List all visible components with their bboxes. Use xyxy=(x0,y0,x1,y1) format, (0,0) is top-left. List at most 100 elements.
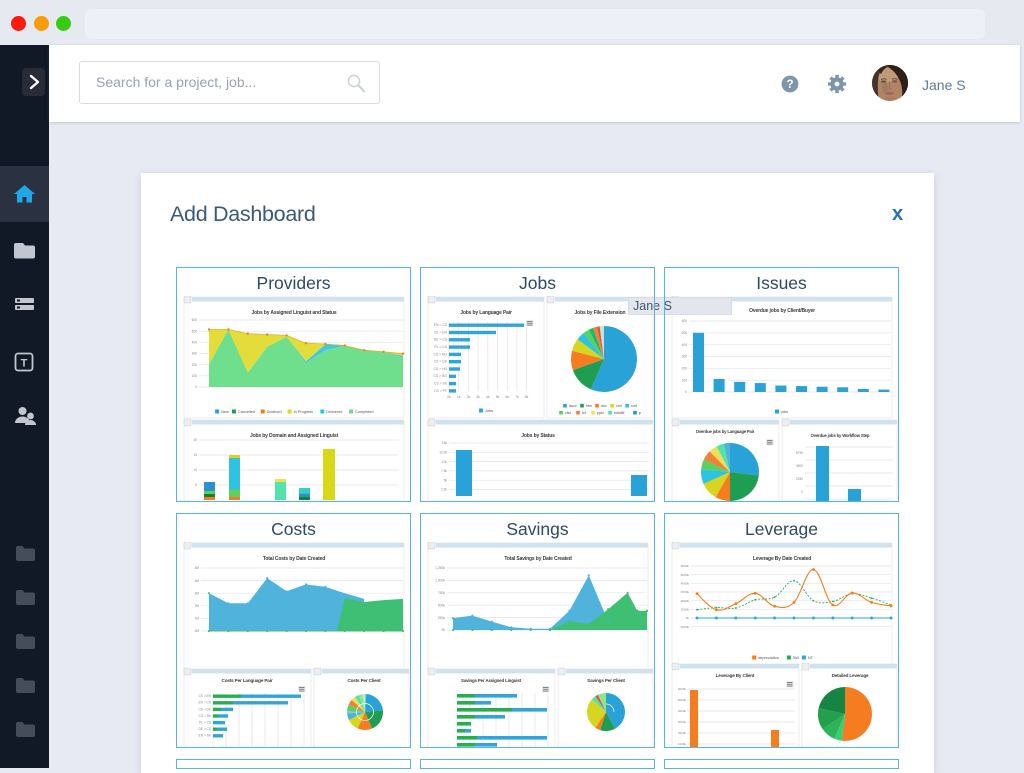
svg-text:CS > SK: CS > SK xyxy=(199,714,212,718)
svg-text:Completed: Completed xyxy=(355,410,373,414)
svg-text:5: 5 xyxy=(195,483,197,487)
svg-text:Overdue jobs by Language Pair: Overdue jobs by Language Pair xyxy=(696,429,755,434)
svg-text:3M: 3M xyxy=(195,591,200,595)
svg-text:-1000k: -1000k xyxy=(680,625,690,629)
svg-text:EN > CS: EN > CS xyxy=(199,701,212,705)
svg-text:4000k: 4000k xyxy=(678,709,687,713)
svg-text:Jobs: Jobs xyxy=(485,409,493,413)
svg-text:CS > RU: CS > RU xyxy=(434,352,448,356)
svg-text:15k: 15k xyxy=(442,441,448,445)
svg-text:xlsx: xlsx xyxy=(565,411,572,415)
svg-text:Cancelled: Cancelled xyxy=(238,410,255,414)
svg-text:Delivered: Delivered xyxy=(326,410,342,414)
svg-text:1M: 1M xyxy=(195,617,200,621)
svg-text:Total Savings by Date Created: Total Savings by Date Created xyxy=(504,556,571,562)
svg-text:New: New xyxy=(221,410,229,414)
svg-text:1,000k: 1,000k xyxy=(435,579,445,583)
svg-text:EN > SK: EN > SK xyxy=(199,734,212,738)
svg-text:htm: htm xyxy=(586,404,592,408)
svg-text:Costs Per Language Pair: Costs Per Language Pair xyxy=(222,678,273,683)
svg-text:10: 10 xyxy=(193,468,197,472)
svg-text:CS > EN: CS > EN xyxy=(434,330,448,334)
svg-text:0k: 0k xyxy=(686,616,690,620)
svg-text:20: 20 xyxy=(193,438,197,442)
svg-text:depreciation: depreciation xyxy=(758,656,779,660)
svg-text:4500: 4500 xyxy=(796,464,803,468)
svg-text:5000k: 5000k xyxy=(681,573,690,577)
svg-text:docx: docx xyxy=(569,404,577,408)
svg-text:500: 500 xyxy=(682,331,688,335)
svg-text:4000k: 4000k xyxy=(681,582,690,586)
svg-text:NT: NT xyxy=(808,656,814,660)
svg-text:PL > CS: PL > CS xyxy=(199,721,211,725)
svg-text:Costs Per Client: Costs Per Client xyxy=(347,678,381,683)
svg-text:2000k: 2000k xyxy=(681,599,690,603)
svg-text:sdlxliff: sdlxliff xyxy=(614,411,625,415)
svg-text:Leverage By Client: Leverage By Client xyxy=(716,673,755,678)
svg-text:3000k: 3000k xyxy=(681,590,690,594)
svg-text:5M: 5M xyxy=(195,566,200,570)
svg-text:0M: 0M xyxy=(195,629,200,633)
svg-text:500: 500 xyxy=(192,329,198,333)
svg-text:CS > BG: CS > BG xyxy=(434,374,448,378)
svg-text:3000k: 3000k xyxy=(678,720,687,724)
svg-text:5k: 5k xyxy=(496,395,500,399)
svg-text:DE > CS: DE > CS xyxy=(199,727,212,731)
svg-text:Jobs by Assigned Linguist and: Jobs by Assigned Linguist and Status xyxy=(252,310,337,316)
svg-text:6000k: 6000k xyxy=(681,564,690,568)
svg-text:100: 100 xyxy=(682,378,688,382)
svg-text:Declined: Declined xyxy=(267,410,282,414)
svg-text:CS > EN: CS > EN xyxy=(199,694,212,698)
svg-text:SW: SW xyxy=(793,656,800,660)
svg-text:CS > PT: CS > PT xyxy=(434,389,447,393)
svg-text:1000k: 1000k xyxy=(681,608,690,612)
svg-text:1000k: 1000k xyxy=(678,742,687,746)
svg-text:200: 200 xyxy=(192,363,198,367)
svg-text:CS > DE: CS > DE xyxy=(434,360,448,364)
svg-text:0k: 0k xyxy=(447,395,451,399)
svg-text:1,250k: 1,250k xyxy=(435,566,445,570)
svg-text:jobs: jobs xyxy=(780,410,788,414)
svg-text:In Progress: In Progress xyxy=(294,410,314,414)
svg-text:2k: 2k xyxy=(467,395,471,399)
svg-text:12.5k: 12.5k xyxy=(439,451,447,455)
svg-text:750k: 750k xyxy=(438,591,446,595)
svg-text:Leverage By Date Created: Leverage By Date Created xyxy=(753,556,811,562)
svg-text:200: 200 xyxy=(682,367,688,371)
svg-text:Jobs by Domain and Assigned Li: Jobs by Domain and Assigned Linguist xyxy=(250,433,339,439)
svg-text:300: 300 xyxy=(192,352,198,356)
svg-text:400: 400 xyxy=(192,341,198,345)
svg-text:4k: 4k xyxy=(486,395,490,399)
svg-text:DE > CS: DE > CS xyxy=(434,338,448,342)
svg-text:CS > HU: CS > HU xyxy=(434,367,448,371)
svg-text:p: p xyxy=(639,411,641,415)
svg-text:Savings Per Client: Savings Per Client xyxy=(587,678,625,683)
svg-text:Detailed Leverage: Detailed Leverage xyxy=(832,673,869,678)
svg-text:6750: 6750 xyxy=(796,451,803,455)
svg-text:3k: 3k xyxy=(476,395,480,399)
svg-text:7.5k: 7.5k xyxy=(441,469,447,473)
svg-text:600: 600 xyxy=(682,319,688,323)
svg-text:8k: 8k xyxy=(525,395,529,399)
svg-text:600: 600 xyxy=(192,318,198,322)
svg-text:4M: 4M xyxy=(195,579,200,583)
svg-text:Jobs by Language Pair: Jobs by Language Pair xyxy=(460,310,512,316)
svg-text:0k: 0k xyxy=(442,628,446,632)
svg-text:500k: 500k xyxy=(438,603,446,607)
svg-text:2M: 2M xyxy=(195,604,200,608)
svg-text:2000k: 2000k xyxy=(678,731,687,735)
svg-text:txt: txt xyxy=(582,411,587,415)
svg-text:2.5k: 2.5k xyxy=(441,488,447,492)
svg-text:?: ? xyxy=(786,79,793,91)
svg-text:Overdue jobs by Workflow Step: Overdue jobs by Workflow Step xyxy=(811,433,870,438)
svg-text:100: 100 xyxy=(192,374,198,378)
svg-text:Total Costs by Date Created: Total Costs by Date Created xyxy=(263,556,325,562)
svg-text:250k: 250k xyxy=(438,616,446,620)
svg-text:Savings Per Assigned Linguist: Savings Per Assigned Linguist xyxy=(461,678,522,683)
svg-text:CS > DE: CS > DE xyxy=(199,707,212,711)
svg-text:Jobs by Status: Jobs by Status xyxy=(521,433,555,439)
svg-text:EN > CS: EN > CS xyxy=(434,323,448,327)
svg-text:0: 0 xyxy=(801,490,803,494)
svg-text:300: 300 xyxy=(682,355,688,359)
svg-text:400: 400 xyxy=(682,343,688,347)
